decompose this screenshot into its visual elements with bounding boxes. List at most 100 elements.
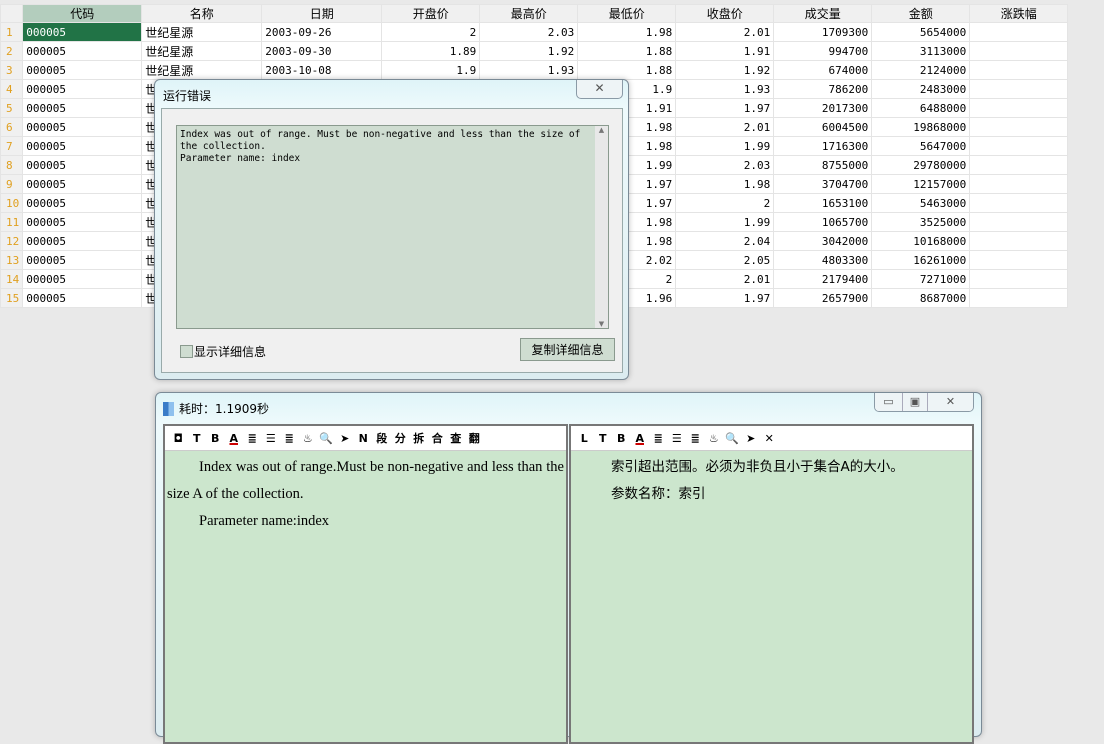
table-cell[interactable] [969,193,1069,213]
text-icon[interactable]: T [598,431,607,445]
row-number[interactable]: 12 [0,231,24,251]
n-icon[interactable]: N [358,431,368,445]
row-number[interactable]: 13 [0,250,24,270]
table-cell[interactable]: 000005 [22,117,143,137]
table-cell[interactable]: 2.01 [675,22,775,42]
row-number[interactable]: 11 [0,212,24,232]
row-number[interactable]: 15 [0,288,24,308]
column-header[interactable]: 日期 [261,4,383,23]
table-cell[interactable]: 1.9 [381,60,481,80]
minimize-button[interactable]: ▭ [875,393,902,411]
row-number[interactable]: 6 [0,117,24,137]
source-text[interactable]: Index was out of range.Must be non-negat… [165,451,566,538]
justify-icon[interactable]: ☰ [265,431,276,445]
table-cell[interactable]: 000005 [22,22,143,42]
column-header[interactable]: 金额 [871,4,971,23]
table-cell[interactable]: 2179400 [773,269,873,289]
table-cell[interactable]: 000005 [22,193,143,213]
row-number[interactable]: 8 [0,155,24,175]
table-cell[interactable]: 2.04 [675,231,775,251]
table-cell[interactable]: 674000 [773,60,873,80]
table-cell[interactable] [969,117,1069,137]
send-icon[interactable]: ➤ [340,431,350,445]
row-number[interactable]: 9 [0,174,24,194]
table-cell[interactable]: 5647000 [871,136,971,156]
table-cell[interactable]: 1.98 [577,22,677,42]
align-icon[interactable]: ≣ [690,431,700,445]
table-cell[interactable] [969,22,1069,42]
table-cell[interactable]: 000005 [22,250,143,270]
checkbox-box[interactable] [180,345,193,358]
table-cell[interactable]: 19868000 [871,117,971,137]
text-icon[interactable]: T [192,431,201,445]
table-cell[interactable]: 1.99 [675,136,775,156]
column-header[interactable]: 涨跌幅 [969,4,1069,23]
row-number[interactable]: 5 [0,98,24,118]
table-cell[interactable]: 994700 [773,41,873,61]
copy-details-button[interactable]: 复制详细信息 [520,338,615,361]
table-cell[interactable]: 3525000 [871,212,971,232]
column-header[interactable]: 代码 [22,4,143,23]
table-cell[interactable] [969,269,1069,289]
table-cell[interactable] [969,212,1069,232]
table-cell[interactable]: 000005 [22,174,143,194]
table-row[interactable]: 10 000005 世 1.97 2 1653100 5463000 [0,193,1069,213]
toolbar-button[interactable]: 合 [431,432,443,445]
table-cell[interactable]: 2003-09-30 [261,41,383,61]
table-cell[interactable]: 1653100 [773,193,873,213]
table-cell[interactable]: 1.88 [577,41,677,61]
table-cell[interactable] [969,41,1069,61]
table-cell[interactable]: 10168000 [871,231,971,251]
table-cell[interactable] [969,79,1069,99]
table-cell[interactable]: 2.03 [479,22,579,42]
row-number[interactable]: 2 [0,41,24,61]
stop-icon[interactable]: ◘ [173,431,183,445]
scroll-up-icon[interactable]: ▲ [598,126,605,134]
close-icon[interactable]: ✕ [764,431,774,445]
column-header[interactable]: 收盘价 [675,4,775,23]
table-cell[interactable]: 2 [381,22,481,42]
table-row[interactable]: 1 000005 世纪星源 2003-09-26 2 2.03 1.98 2.01 170930… [0,22,1069,42]
table-cell[interactable]: 2.01 [675,117,775,137]
align-icon[interactable]: ≣ [653,431,663,445]
align-icon[interactable]: ≣ [284,431,294,445]
table-cell[interactable]: 2124000 [871,60,971,80]
table-cell[interactable]: 2017300 [773,98,873,118]
close-button[interactable]: ✕ [927,393,973,411]
table-cell[interactable]: 7271000 [871,269,971,289]
table-cell[interactable]: 000005 [22,79,143,99]
table-cell[interactable]: 5654000 [871,22,971,42]
table-cell[interactable]: 2.01 [675,269,775,289]
table-cell[interactable]: 786200 [773,79,873,99]
row-number[interactable]: 4 [0,79,24,99]
table-cell[interactable]: 1709300 [773,22,873,42]
table-cell[interactable]: 世纪星源 [141,60,263,80]
row-number[interactable]: 7 [0,136,24,156]
table-cell[interactable] [969,174,1069,194]
table-cell[interactable]: 2003-09-26 [261,22,383,42]
send-icon[interactable]: ➤ [746,431,756,445]
table-cell[interactable] [969,288,1069,308]
table-cell[interactable]: 29780000 [871,155,971,175]
table-cell[interactable]: 000005 [22,98,143,118]
table-cell[interactable]: 12157000 [871,174,971,194]
show-details-checkbox[interactable]: 显示详细信息 [180,343,266,360]
search-icon[interactable]: 🔍 [725,431,740,445]
search-icon[interactable]: 🔍 [319,431,334,445]
close-button[interactable]: ✕ [576,80,623,99]
table-cell[interactable]: 1.93 [675,79,775,99]
align-icon[interactable]: ≣ [247,431,257,445]
table-cell[interactable] [969,155,1069,175]
clear-icon[interactable]: ♨ [708,431,719,445]
toolbar-button[interactable]: 段 [376,432,388,445]
maximize-button[interactable]: ▣ [902,393,927,411]
table-cell[interactable]: 5463000 [871,193,971,213]
table-cell[interactable]: 2003-10-08 [261,60,383,80]
table-cell[interactable]: 1.97 [675,288,775,308]
table-cell[interactable]: 1.89 [381,41,481,61]
table-cell[interactable]: 1.92 [479,41,579,61]
table-cell[interactable] [969,136,1069,156]
toolbar-button[interactable]: 查 [450,432,462,445]
table-cell[interactable] [969,231,1069,251]
table-cell[interactable]: 1.88 [577,60,677,80]
